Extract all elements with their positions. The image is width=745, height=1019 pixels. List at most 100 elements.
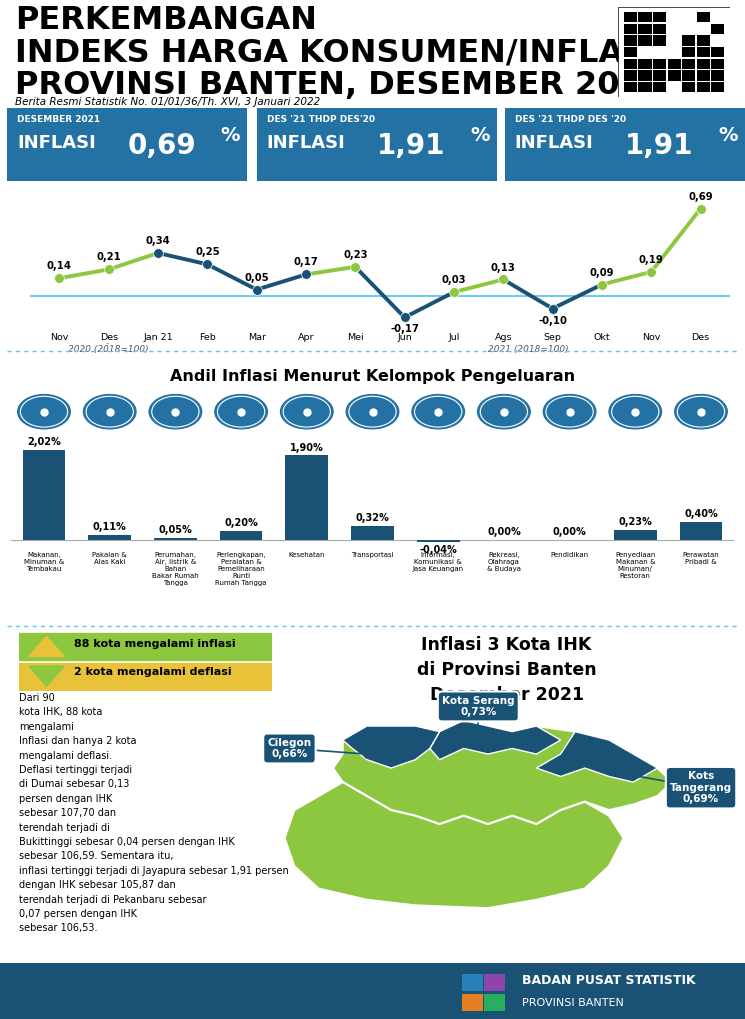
Bar <box>624 36 637 46</box>
Bar <box>624 82 637 93</box>
Bar <box>711 70 724 81</box>
Text: INFLASI: INFLASI <box>267 135 346 152</box>
Text: 1,90%: 1,90% <box>290 443 323 452</box>
Bar <box>154 538 197 540</box>
Circle shape <box>543 394 596 429</box>
Bar <box>653 23 666 34</box>
Text: 0,03: 0,03 <box>442 275 466 285</box>
Text: Cilegon
0,66%: Cilegon 0,66% <box>267 738 311 759</box>
Text: Nov: Nov <box>50 333 69 342</box>
Bar <box>653 36 666 46</box>
Text: Sep: Sep <box>544 333 562 342</box>
Text: Perlengkapan,
Peralatan &
Pemeliharaan
Runti
Rumah Tangga: Perlengkapan, Peralatan & Pemeliharaan R… <box>215 552 267 586</box>
Bar <box>638 82 652 93</box>
Text: DESEMBER 2021: DESEMBER 2021 <box>17 115 100 124</box>
Bar <box>697 12 710 22</box>
Text: Pakaian &
Alas Kaki: Pakaian & Alas Kaki <box>92 552 127 566</box>
Bar <box>711 47 724 57</box>
Text: -0,04%: -0,04% <box>419 545 457 554</box>
FancyBboxPatch shape <box>618 7 730 97</box>
Text: Kots
Tangerang
0,69%: Kots Tangerang 0,69% <box>670 771 732 804</box>
Polygon shape <box>29 637 64 656</box>
Bar <box>682 47 695 57</box>
FancyBboxPatch shape <box>247 105 507 184</box>
Bar <box>653 58 666 69</box>
Text: 0,23%: 0,23% <box>618 517 652 527</box>
Text: -0,10: -0,10 <box>538 316 567 325</box>
Bar <box>638 23 652 34</box>
Circle shape <box>149 394 202 429</box>
Bar <box>89 535 131 540</box>
Text: 2021 (2018=100): 2021 (2018=100) <box>487 344 568 354</box>
Circle shape <box>675 394 727 429</box>
Text: 0,69: 0,69 <box>127 132 196 160</box>
Text: Andil Inflasi Menurut Kelompok Pengeluaran: Andil Inflasi Menurut Kelompok Pengeluar… <box>170 369 575 383</box>
Bar <box>638 12 652 22</box>
Circle shape <box>215 394 267 429</box>
Text: 0,25: 0,25 <box>195 248 220 258</box>
Bar <box>653 12 666 22</box>
Bar <box>484 994 505 1011</box>
Text: PROVINSI BANTEN, DESEMBER 2021: PROVINSI BANTEN, DESEMBER 2021 <box>15 70 664 101</box>
Text: 0,32%: 0,32% <box>355 513 390 523</box>
Text: Transportasi: Transportasi <box>351 552 394 558</box>
Circle shape <box>346 394 399 429</box>
Text: %: % <box>470 126 489 146</box>
Bar <box>711 82 724 93</box>
Circle shape <box>609 394 662 429</box>
Bar <box>22 450 66 540</box>
Text: 0,05%: 0,05% <box>159 525 192 535</box>
Bar <box>697 82 710 93</box>
Text: Perumahan,
Air, listrik &
Bahan
Bakar Rumah
Tangga: Perumahan, Air, listrik & Bahan Bakar Ru… <box>152 552 199 586</box>
Polygon shape <box>333 720 672 824</box>
Bar <box>351 526 394 540</box>
Text: Makanan,
Minuman &
Tembakau: Makanan, Minuman & Tembakau <box>24 552 64 573</box>
Text: Perawatan
Pribadi &: Perawatan Pribadi & <box>682 552 720 566</box>
Text: 2 kota mengalami deflasi: 2 kota mengalami deflasi <box>74 667 232 678</box>
Text: Informasi,
Komunikasi &
Jasa Keuangan: Informasi, Komunikasi & Jasa Keuangan <box>413 552 463 573</box>
Bar <box>638 36 652 46</box>
Text: Jul: Jul <box>448 333 460 342</box>
Circle shape <box>281 394 333 429</box>
Bar <box>711 58 724 69</box>
Text: 1,91: 1,91 <box>625 132 694 160</box>
Text: Dari 90
kota IHK, 88 kota
mengalami
Inflasi dan hanya 2 kota
mengalami deflasi.
: Dari 90 kota IHK, 88 kota mengalami Infl… <box>19 693 288 933</box>
Text: 0,17: 0,17 <box>294 258 318 267</box>
Text: 1,91: 1,91 <box>377 132 446 160</box>
Bar <box>624 12 637 22</box>
Bar <box>624 70 637 81</box>
Bar <box>624 23 637 34</box>
Bar <box>638 70 652 81</box>
Bar <box>668 70 681 81</box>
Bar <box>484 974 505 990</box>
Bar <box>462 974 483 990</box>
Bar <box>285 455 328 540</box>
Circle shape <box>18 394 70 429</box>
Text: Ags: Ags <box>495 333 512 342</box>
Text: 0,13: 0,13 <box>491 263 516 272</box>
Text: Mar: Mar <box>247 333 266 342</box>
Bar <box>638 58 652 69</box>
Text: Des: Des <box>691 333 709 342</box>
Text: Kota Serang
0,73%: Kota Serang 0,73% <box>442 696 515 717</box>
Circle shape <box>412 394 464 429</box>
Text: %: % <box>718 126 738 146</box>
Text: Okt: Okt <box>594 333 610 342</box>
Text: Nov: Nov <box>642 333 660 342</box>
Bar <box>220 531 262 540</box>
Text: 0,69: 0,69 <box>688 192 713 202</box>
Text: Des: Des <box>100 333 118 342</box>
Text: 0,05: 0,05 <box>244 273 269 282</box>
Text: Penyediaan
Makanan &
Minuman/
Restoran: Penyediaan Makanan & Minuman/ Restoran <box>615 552 656 579</box>
Bar <box>417 540 460 541</box>
Text: 0,34: 0,34 <box>146 236 171 246</box>
Text: INFLASI: INFLASI <box>17 135 96 152</box>
FancyBboxPatch shape <box>495 105 745 184</box>
Text: DES '21 THDP DES '20: DES '21 THDP DES '20 <box>515 115 626 124</box>
Text: 0,09: 0,09 <box>589 268 614 277</box>
Text: 0,11%: 0,11% <box>93 523 127 532</box>
Text: Mei: Mei <box>347 333 364 342</box>
Text: Jan 21: Jan 21 <box>143 333 173 342</box>
Text: PROVINSI BANTEN: PROVINSI BANTEN <box>522 999 624 1009</box>
Polygon shape <box>29 666 64 686</box>
